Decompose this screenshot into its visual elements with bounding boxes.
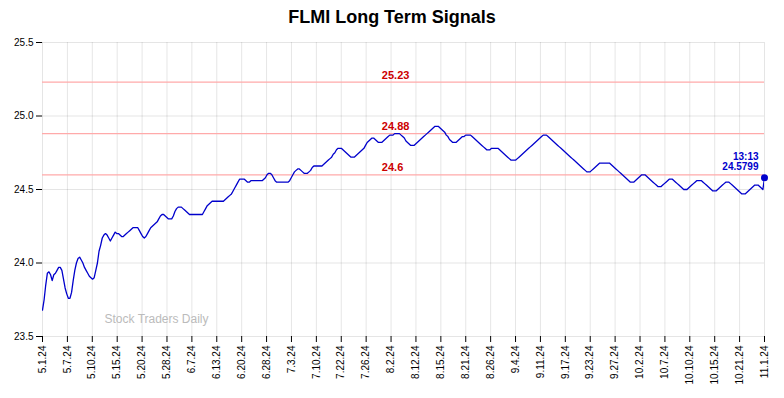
svg-text:5.28.24: 5.28.24 [161,345,172,379]
svg-text:8.15.24: 8.15.24 [435,345,446,379]
svg-text:6.28.24: 6.28.24 [261,345,272,379]
svg-text:10.15.24: 10.15.24 [709,345,720,384]
svg-text:24.88: 24.88 [382,120,410,132]
svg-text:13:1324.5799: 13:1324.5799 [722,151,759,172]
svg-text:5.1.24: 5.1.24 [37,345,48,373]
svg-text:5.7.24: 5.7.24 [62,345,73,373]
svg-text:9.27.24: 9.27.24 [609,345,620,379]
svg-text:Stock Traders Daily: Stock Traders Daily [105,312,209,326]
svg-text:9.4.24: 9.4.24 [510,345,521,373]
svg-text:5.15.24: 5.15.24 [111,345,122,379]
svg-text:10.10.24: 10.10.24 [684,345,695,384]
svg-text:25.5: 25.5 [14,37,34,48]
html-text:FLMI Long Term Signals: FLMI Long Term Signals [288,7,496,27]
svg-text:24.0: 24.0 [14,257,34,268]
svg-text:10.7.24: 10.7.24 [659,345,670,379]
svg-text:7.26.24: 7.26.24 [360,345,371,379]
svg-text:8.12.24: 8.12.24 [410,345,421,379]
svg-text:5.10.24: 5.10.24 [86,345,97,379]
svg-text:10.21.24: 10.21.24 [734,345,745,384]
svg-text:6.13.24: 6.13.24 [211,345,222,379]
svg-text:7.3.24: 7.3.24 [286,345,297,373]
svg-text:10.2.24: 10.2.24 [634,345,645,379]
svg-text:5.20.24: 5.20.24 [136,345,147,379]
svg-text:9.23.24: 9.23.24 [584,345,595,379]
svg-text:6.7.24: 6.7.24 [186,345,197,373]
svg-text:25.0: 25.0 [14,110,34,121]
svg-text:6.20.24: 6.20.24 [236,345,247,379]
svg-text:9.11.24: 9.11.24 [535,345,546,378]
svg-text:8.26.24: 8.26.24 [485,345,496,379]
svg-text:24.6: 24.6 [382,161,403,173]
svg-text:9.17.24: 9.17.24 [560,345,571,379]
svg-text:11.1.24: 11.1.24 [759,345,770,378]
svg-text:7.10.24: 7.10.24 [311,345,322,379]
svg-text:25.23: 25.23 [382,69,410,81]
svg-text:8.21.24: 8.21.24 [460,345,471,379]
svg-text:23.5: 23.5 [14,331,34,342]
svg-text:7.22.24: 7.22.24 [335,345,346,379]
svg-text:24.5: 24.5 [14,184,34,195]
svg-text:8.2.24: 8.2.24 [385,345,396,373]
